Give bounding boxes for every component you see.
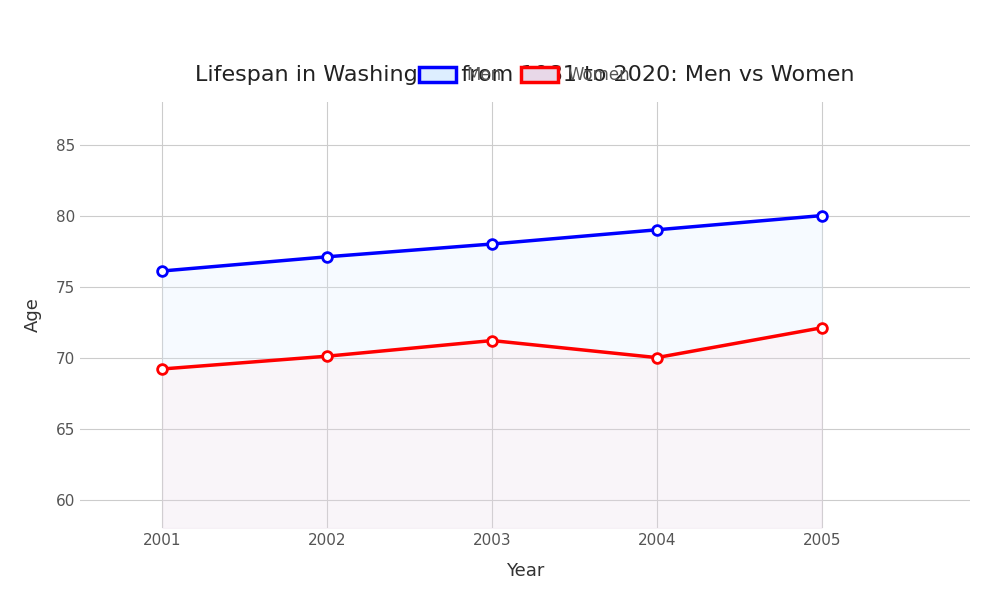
Y-axis label: Age: Age: [24, 298, 42, 332]
Legend: Men, Women: Men, Women: [413, 59, 637, 91]
Title: Lifespan in Washington from 1981 to 2020: Men vs Women: Lifespan in Washington from 1981 to 2020…: [195, 65, 855, 85]
X-axis label: Year: Year: [506, 562, 544, 580]
